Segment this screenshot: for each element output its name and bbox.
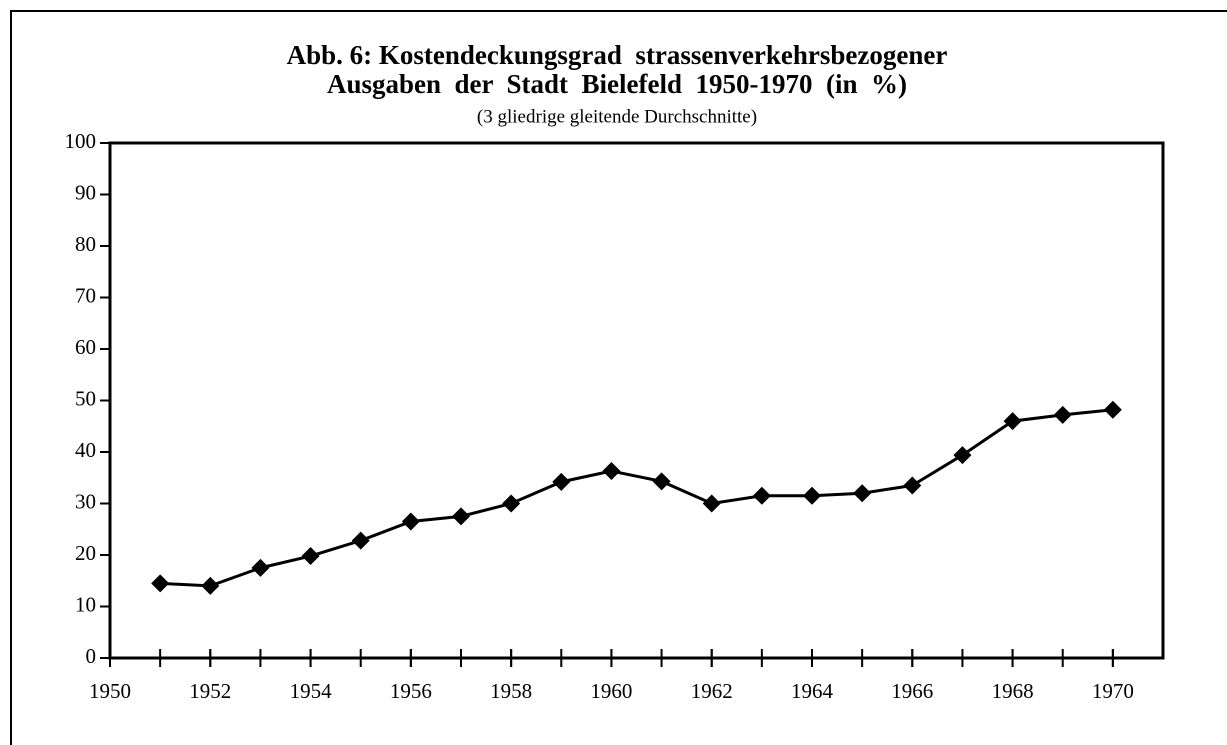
marker — [752, 486, 771, 505]
chart-title: Abb. 6: Kostendeckungsgrad strassenverke… — [287, 40, 948, 70]
series-line — [160, 408, 1114, 588]
x-tick-label: 1960 — [590, 679, 632, 703]
y-tick-label: 90 — [75, 180, 96, 204]
y-tick-label: 10 — [75, 592, 96, 616]
x-tick-label: 1956 — [390, 679, 432, 703]
y-tick-label: 80 — [75, 232, 96, 256]
marker — [953, 446, 972, 465]
x-tick-label: 1968 — [992, 679, 1034, 703]
plot-frame — [108, 141, 1165, 660]
x-tick-label: 1958 — [490, 679, 532, 703]
marker — [652, 472, 671, 491]
marker — [903, 476, 922, 495]
marker — [401, 512, 420, 531]
marker — [1103, 400, 1122, 419]
marker — [151, 574, 170, 593]
y-tick-label: 20 — [75, 541, 96, 565]
marker — [201, 576, 220, 595]
marker — [1003, 412, 1022, 431]
x-tick-label: 1966 — [891, 679, 933, 703]
marker — [452, 507, 470, 526]
x-tick-label: 1962 — [691, 679, 733, 703]
chart-title: Ausgaben der Stadt Bielefeld 1950-1970 (… — [327, 69, 907, 99]
chart-subtitle: (3 gliedrige gleitende Durchschnitte) — [477, 106, 757, 127]
marker — [602, 462, 621, 481]
x-tick-label: 1950 — [89, 679, 131, 703]
y-tick-label: 30 — [75, 489, 96, 513]
marker — [853, 484, 872, 503]
marker — [502, 494, 521, 513]
y-tick-label: 40 — [75, 438, 96, 462]
marker — [251, 558, 270, 577]
y-tick-label: 100 — [65, 129, 97, 153]
y-tick-label: 70 — [75, 283, 96, 307]
marker — [351, 531, 370, 550]
x-tick-label: 1970 — [1092, 679, 1134, 703]
x-tick-label: 1954 — [290, 679, 333, 703]
y-tick-label: 0 — [86, 644, 97, 668]
x-tick-label: 1952 — [189, 679, 231, 703]
frame — [10, 10, 1227, 745]
x-tick-label: 1964 — [791, 679, 834, 703]
marker — [803, 486, 821, 505]
y-tick-label: 50 — [75, 386, 96, 410]
marker — [301, 547, 320, 566]
marker — [702, 494, 721, 513]
marker — [552, 472, 571, 491]
y-tick-label: 60 — [75, 335, 96, 359]
marker — [1053, 405, 1072, 424]
